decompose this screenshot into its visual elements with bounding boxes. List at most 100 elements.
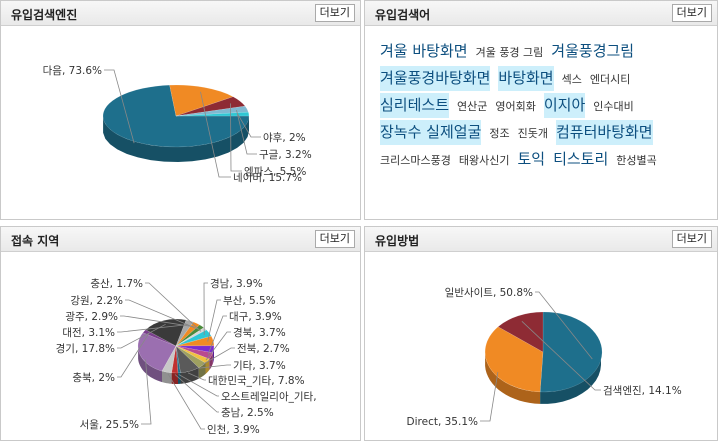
more-button[interactable]: 더보기 <box>671 230 712 248</box>
pie-side <box>198 363 206 379</box>
leader-line <box>187 372 206 381</box>
pie-slice[interactable] <box>175 345 214 360</box>
keyword-link[interactable]: 겨울 풍경 그림 <box>475 46 544 59</box>
keyword-link[interactable]: 엔더시티 <box>589 73 631 86</box>
pie-slice[interactable] <box>539 311 603 393</box>
pie-label: 광주, 2.9% <box>65 311 118 323</box>
pie-label: 서울, 25.5% <box>80 419 139 431</box>
more-button[interactable]: 더보기 <box>314 230 355 248</box>
panel-title: 유입방법 <box>375 234 420 248</box>
leader-line <box>117 323 166 349</box>
leader-line <box>120 315 194 328</box>
pie-slice[interactable] <box>102 84 250 148</box>
pie-slice[interactable] <box>175 329 212 347</box>
leader-line <box>207 315 227 355</box>
pie-side <box>171 372 178 384</box>
leader-line <box>230 103 242 172</box>
pie-label: 경기, 17.8% <box>56 342 115 355</box>
keyword-link[interactable]: 겨울 바탕화면 <box>380 42 468 60</box>
pie-slice[interactable] <box>175 345 181 374</box>
keyword-link[interactable]: 컴퓨터바탕화면 <box>556 120 653 145</box>
pie-slice[interactable] <box>169 84 234 117</box>
pie-label: 충남, 2.5% <box>221 407 274 419</box>
leader-line <box>178 374 219 397</box>
leader-line <box>207 299 221 342</box>
keyword-link[interactable]: 겨울풍경그림 <box>551 42 635 60</box>
keyword-link[interactable]: 진돗개 <box>517 127 548 140</box>
panel-title: 유입검색엔진 <box>11 8 78 22</box>
pie-label: Direct, 35.1% <box>407 416 478 428</box>
leader-line <box>141 359 152 425</box>
leader-line <box>198 364 231 369</box>
pie-slice[interactable] <box>175 345 200 374</box>
leader-line <box>236 110 257 155</box>
keyword-link[interactable]: 토익 <box>517 150 546 168</box>
pie-slice[interactable] <box>142 329 177 347</box>
pie-slice[interactable] <box>161 345 177 374</box>
region-panel: 접속 지역 더보기 서울, 25.5% 충북, 2% 경기, 17.8% 대전, 3.… <box>0 226 361 441</box>
keyword-link[interactable]: 태왕사신기 <box>458 154 510 167</box>
more-button[interactable]: 더보기 <box>671 4 712 22</box>
method-panel: 유입방법 더보기 일반사이트, 50.8% Direct, 35.1% 검색엔진, … <box>364 226 718 441</box>
pie-label: 대전, 3.1% <box>62 327 115 339</box>
leader-line <box>200 91 231 178</box>
keyword-link[interactable]: 장녹수 실제얼굴 <box>380 120 482 145</box>
pie-label: 인천, 3.9% <box>207 424 260 436</box>
keyword-link[interactable]: 인수대비 <box>593 100 634 113</box>
panel-header: 유입방법 더보기 <box>365 227 717 252</box>
leader-line <box>145 282 202 332</box>
leader-line <box>167 373 205 430</box>
panel-title: 접속 지역 <box>11 234 60 248</box>
leader-line <box>174 374 219 413</box>
keyword-link[interactable]: 섹스 <box>561 73 582 86</box>
keyword-link[interactable]: 티스토리 <box>553 150 609 168</box>
keyword-link[interactable]: 겨울풍경바탕화면 <box>380 66 491 91</box>
pie-side <box>209 352 213 370</box>
pie-slice[interactable] <box>137 332 177 372</box>
pie-slice[interactable] <box>175 321 201 347</box>
search-engine-pie-chart: 다음, 73.6% 네이버, 15.7%엠파스, 5.5% 구글, 3.2% 야후, … <box>43 65 312 184</box>
keyword-cloud: 겨울 바탕화면 겨울 풍경 그림 겨울풍경그림겨울풍경바탕화면 바탕화면 섹스 엔더시티심… <box>380 38 705 173</box>
search-engine-panel: 유입검색엔진 더보기 다음, 73.6% 네이버, 15.7% 엠파스, 5.5% 구… <box>0 0 361 220</box>
pie-label: 충산, 1.7% <box>90 278 143 290</box>
leader-line <box>480 371 499 422</box>
pie-label: 충북, 2% <box>72 372 115 384</box>
keyword-link[interactable]: 한성별곡 <box>616 154 657 167</box>
pie-label: 기타, 3.7% <box>233 360 286 372</box>
keyword-link[interactable]: 크리스마스풍경 <box>380 154 451 167</box>
pie-label: 일반사이트, 50.8% <box>445 286 533 299</box>
pie-label: 네이버, 15.7% <box>233 172 302 184</box>
pie-slice[interactable] <box>484 326 544 393</box>
pie-label: 엠파스, 5.5% <box>244 166 306 178</box>
pie-side <box>205 359 210 374</box>
keyword-link[interactable]: 이지아 <box>543 93 586 118</box>
method-pie-chart: 일반사이트, 50.8% Direct, 35.1% 검색엔진, 14.1% <box>407 286 682 428</box>
panel-header: 접속 지역 더보기 <box>1 227 360 252</box>
pie-label: 대한민국_기타, 7.8% <box>208 375 305 387</box>
pie-label: 부산, 5.5% <box>223 295 276 307</box>
keyword-link[interactable]: 연산군 <box>457 100 488 113</box>
pie-label: 강원, 2.2% <box>70 295 123 307</box>
leader-line <box>205 331 231 361</box>
leader-line <box>117 333 150 378</box>
pie-label: 경남, 3.9% <box>210 277 263 290</box>
keyword-link[interactable]: 영어회화 <box>495 100 536 113</box>
pie-slice[interactable] <box>175 96 246 117</box>
keyword-link[interactable]: 심리테스트 <box>380 93 450 118</box>
keyword-link[interactable]: 정조 <box>489 127 510 140</box>
panel-title: 유입검색어 <box>375 8 431 22</box>
leader-line <box>117 324 188 333</box>
panel-header: 유입검색엔진 더보기 <box>1 1 360 26</box>
keyword-link[interactable]: 바탕화면 <box>498 66 554 91</box>
pie-side <box>103 116 249 162</box>
pie-side <box>138 347 162 383</box>
pie-side <box>180 367 199 384</box>
region-pie-chart: 서울, 25.5% 충북, 2% 경기, 17.8% 대전, 3.1% 광주, 2.9%… <box>56 277 317 436</box>
leader-line <box>535 291 593 360</box>
pie-side <box>212 346 214 364</box>
pie-slice[interactable] <box>497 311 544 353</box>
leader-line <box>521 321 601 391</box>
more-button[interactable]: 더보기 <box>314 4 355 22</box>
pie-label: 경북, 3.7% <box>233 326 286 339</box>
pie-slice[interactable] <box>171 345 179 374</box>
